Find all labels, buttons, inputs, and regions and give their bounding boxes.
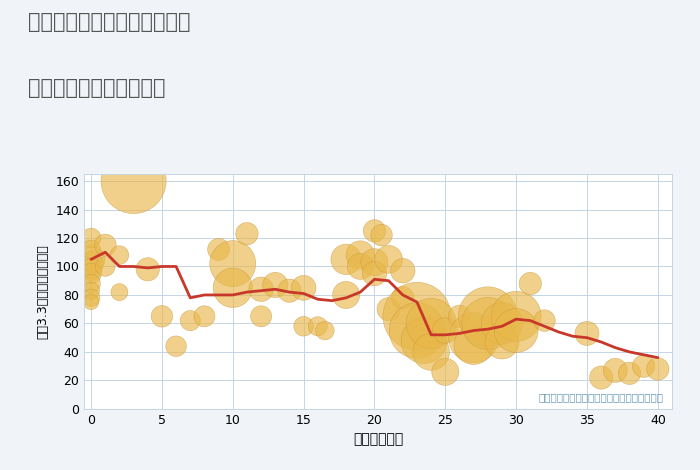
Point xyxy=(496,338,507,346)
Point xyxy=(376,231,387,239)
Point xyxy=(298,322,309,330)
Point xyxy=(369,258,380,266)
Point xyxy=(468,334,480,341)
Point xyxy=(468,341,480,349)
X-axis label: 築年数（年）: 築年数（年） xyxy=(353,432,403,446)
Point xyxy=(355,251,366,259)
Point xyxy=(298,284,309,291)
Point xyxy=(440,327,451,334)
Point xyxy=(426,320,437,327)
Point xyxy=(539,317,550,324)
Point xyxy=(85,294,97,302)
Point xyxy=(319,327,330,334)
Point xyxy=(228,284,239,291)
Point xyxy=(440,368,451,376)
Y-axis label: 坪（3.3㎡）単価（万円）: 坪（3.3㎡）単価（万円） xyxy=(36,244,50,339)
Point xyxy=(241,230,253,237)
Point xyxy=(426,348,437,356)
Point xyxy=(369,270,380,277)
Point xyxy=(582,329,593,337)
Point xyxy=(85,260,97,267)
Point xyxy=(482,320,493,327)
Point xyxy=(171,343,182,350)
Point xyxy=(85,298,97,306)
Point xyxy=(85,287,97,294)
Point xyxy=(369,227,380,235)
Point xyxy=(156,313,167,320)
Point xyxy=(128,177,139,185)
Point xyxy=(652,365,664,373)
Point xyxy=(270,281,281,289)
Point xyxy=(419,337,430,345)
Point xyxy=(496,320,507,327)
Point xyxy=(85,280,97,287)
Point xyxy=(412,327,423,334)
Point xyxy=(638,362,650,370)
Point xyxy=(228,260,239,267)
Point xyxy=(199,313,210,320)
Point xyxy=(397,267,408,274)
Point xyxy=(99,263,111,270)
Point xyxy=(256,313,267,320)
Point xyxy=(114,289,125,296)
Point xyxy=(482,313,493,320)
Point xyxy=(99,242,111,249)
Point xyxy=(510,327,522,334)
Point xyxy=(213,246,224,253)
Point xyxy=(312,322,323,330)
Point xyxy=(85,246,97,253)
Point xyxy=(85,270,97,277)
Point xyxy=(610,367,621,374)
Text: 築年数別中古戸建て価格: 築年数別中古戸建て価格 xyxy=(28,78,165,98)
Text: 円の大きさは、取引のあった物件面積を示す: 円の大きさは、取引のあった物件面積を示す xyxy=(538,392,663,402)
Point xyxy=(340,256,351,263)
Point xyxy=(525,280,536,287)
Point xyxy=(114,251,125,259)
Point xyxy=(85,256,97,263)
Point xyxy=(284,287,295,294)
Point xyxy=(454,313,465,320)
Text: 大阪府大阪市西淀川区姫里の: 大阪府大阪市西淀川区姫里の xyxy=(28,12,190,32)
Point xyxy=(624,369,635,377)
Point xyxy=(85,266,97,273)
Point xyxy=(185,317,196,324)
Point xyxy=(355,263,366,270)
Point xyxy=(142,266,153,273)
Point xyxy=(412,313,423,320)
Point xyxy=(340,291,351,299)
Point xyxy=(510,313,522,320)
Point xyxy=(383,256,394,263)
Point xyxy=(85,234,97,242)
Point xyxy=(397,294,408,302)
Point xyxy=(596,374,607,381)
Point xyxy=(256,285,267,293)
Point xyxy=(383,306,394,313)
